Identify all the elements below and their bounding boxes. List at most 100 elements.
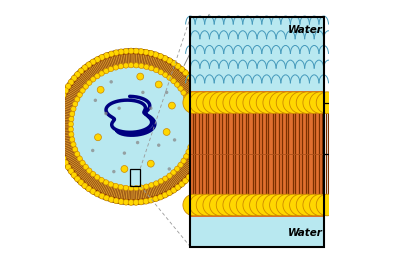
Circle shape xyxy=(80,160,85,166)
Circle shape xyxy=(118,49,124,55)
Circle shape xyxy=(139,185,144,190)
Circle shape xyxy=(197,158,203,163)
Circle shape xyxy=(189,139,195,145)
Circle shape xyxy=(148,197,154,203)
Circle shape xyxy=(186,174,192,180)
Circle shape xyxy=(54,121,59,127)
Circle shape xyxy=(149,106,152,110)
Circle shape xyxy=(95,56,100,62)
Circle shape xyxy=(173,138,176,142)
Circle shape xyxy=(72,147,78,152)
Circle shape xyxy=(189,170,195,176)
Circle shape xyxy=(90,188,96,194)
Circle shape xyxy=(178,86,183,91)
Circle shape xyxy=(263,92,284,114)
Circle shape xyxy=(138,49,144,54)
Bar xyxy=(190,91,324,217)
Circle shape xyxy=(243,92,264,114)
Circle shape xyxy=(191,124,197,129)
Circle shape xyxy=(283,194,305,216)
Circle shape xyxy=(91,149,95,152)
Circle shape xyxy=(210,194,231,216)
Circle shape xyxy=(110,80,113,83)
Circle shape xyxy=(54,49,210,205)
Circle shape xyxy=(141,91,145,94)
Circle shape xyxy=(87,80,92,86)
Circle shape xyxy=(290,194,311,216)
Circle shape xyxy=(154,67,159,73)
Circle shape xyxy=(123,151,126,155)
Circle shape xyxy=(147,160,154,167)
Circle shape xyxy=(134,186,139,191)
Circle shape xyxy=(118,185,123,190)
Circle shape xyxy=(171,78,176,84)
Circle shape xyxy=(134,63,139,68)
Circle shape xyxy=(199,153,205,159)
Circle shape xyxy=(71,106,76,112)
Circle shape xyxy=(182,70,188,76)
Circle shape xyxy=(167,167,171,171)
Circle shape xyxy=(201,148,207,154)
Circle shape xyxy=(186,73,192,79)
Circle shape xyxy=(204,109,210,115)
Circle shape xyxy=(94,98,97,102)
Circle shape xyxy=(204,139,210,145)
Circle shape xyxy=(69,137,75,142)
Circle shape xyxy=(310,194,331,216)
Circle shape xyxy=(155,81,162,88)
Circle shape xyxy=(128,48,134,54)
Circle shape xyxy=(60,54,205,199)
Circle shape xyxy=(123,185,128,191)
Circle shape xyxy=(203,104,208,110)
Circle shape xyxy=(99,71,104,76)
Circle shape xyxy=(190,134,195,140)
Circle shape xyxy=(54,116,60,122)
Circle shape xyxy=(199,95,205,100)
Circle shape xyxy=(190,114,195,119)
Circle shape xyxy=(184,154,189,159)
Circle shape xyxy=(184,95,189,100)
Circle shape xyxy=(95,74,100,79)
Circle shape xyxy=(169,102,175,109)
Circle shape xyxy=(83,84,88,89)
Circle shape xyxy=(195,86,201,91)
Circle shape xyxy=(69,132,74,137)
Circle shape xyxy=(74,176,80,182)
Circle shape xyxy=(71,142,76,147)
Circle shape xyxy=(65,164,71,170)
Circle shape xyxy=(157,144,160,147)
Circle shape xyxy=(189,77,195,83)
Circle shape xyxy=(269,92,291,114)
Circle shape xyxy=(113,50,119,56)
Circle shape xyxy=(192,166,198,172)
Circle shape xyxy=(56,141,61,147)
Circle shape xyxy=(188,104,193,109)
Circle shape xyxy=(175,184,181,190)
Circle shape xyxy=(158,178,164,184)
Circle shape xyxy=(104,112,108,115)
Circle shape xyxy=(179,67,185,72)
Circle shape xyxy=(149,183,154,188)
Circle shape xyxy=(216,92,238,114)
Circle shape xyxy=(137,73,144,80)
Circle shape xyxy=(123,199,129,205)
Circle shape xyxy=(63,160,69,166)
Circle shape xyxy=(99,193,105,199)
Bar xyxy=(190,17,324,247)
Circle shape xyxy=(133,48,139,54)
Circle shape xyxy=(196,194,218,216)
Circle shape xyxy=(74,72,80,77)
Circle shape xyxy=(203,194,225,216)
Circle shape xyxy=(175,63,181,69)
Circle shape xyxy=(163,129,170,135)
Circle shape xyxy=(203,92,225,114)
Circle shape xyxy=(179,181,185,187)
Circle shape xyxy=(74,152,80,157)
Circle shape xyxy=(78,180,84,185)
Circle shape xyxy=(77,92,82,97)
Circle shape xyxy=(82,183,88,189)
Circle shape xyxy=(276,194,298,216)
Circle shape xyxy=(144,64,149,69)
Circle shape xyxy=(68,79,74,85)
Circle shape xyxy=(57,146,63,152)
